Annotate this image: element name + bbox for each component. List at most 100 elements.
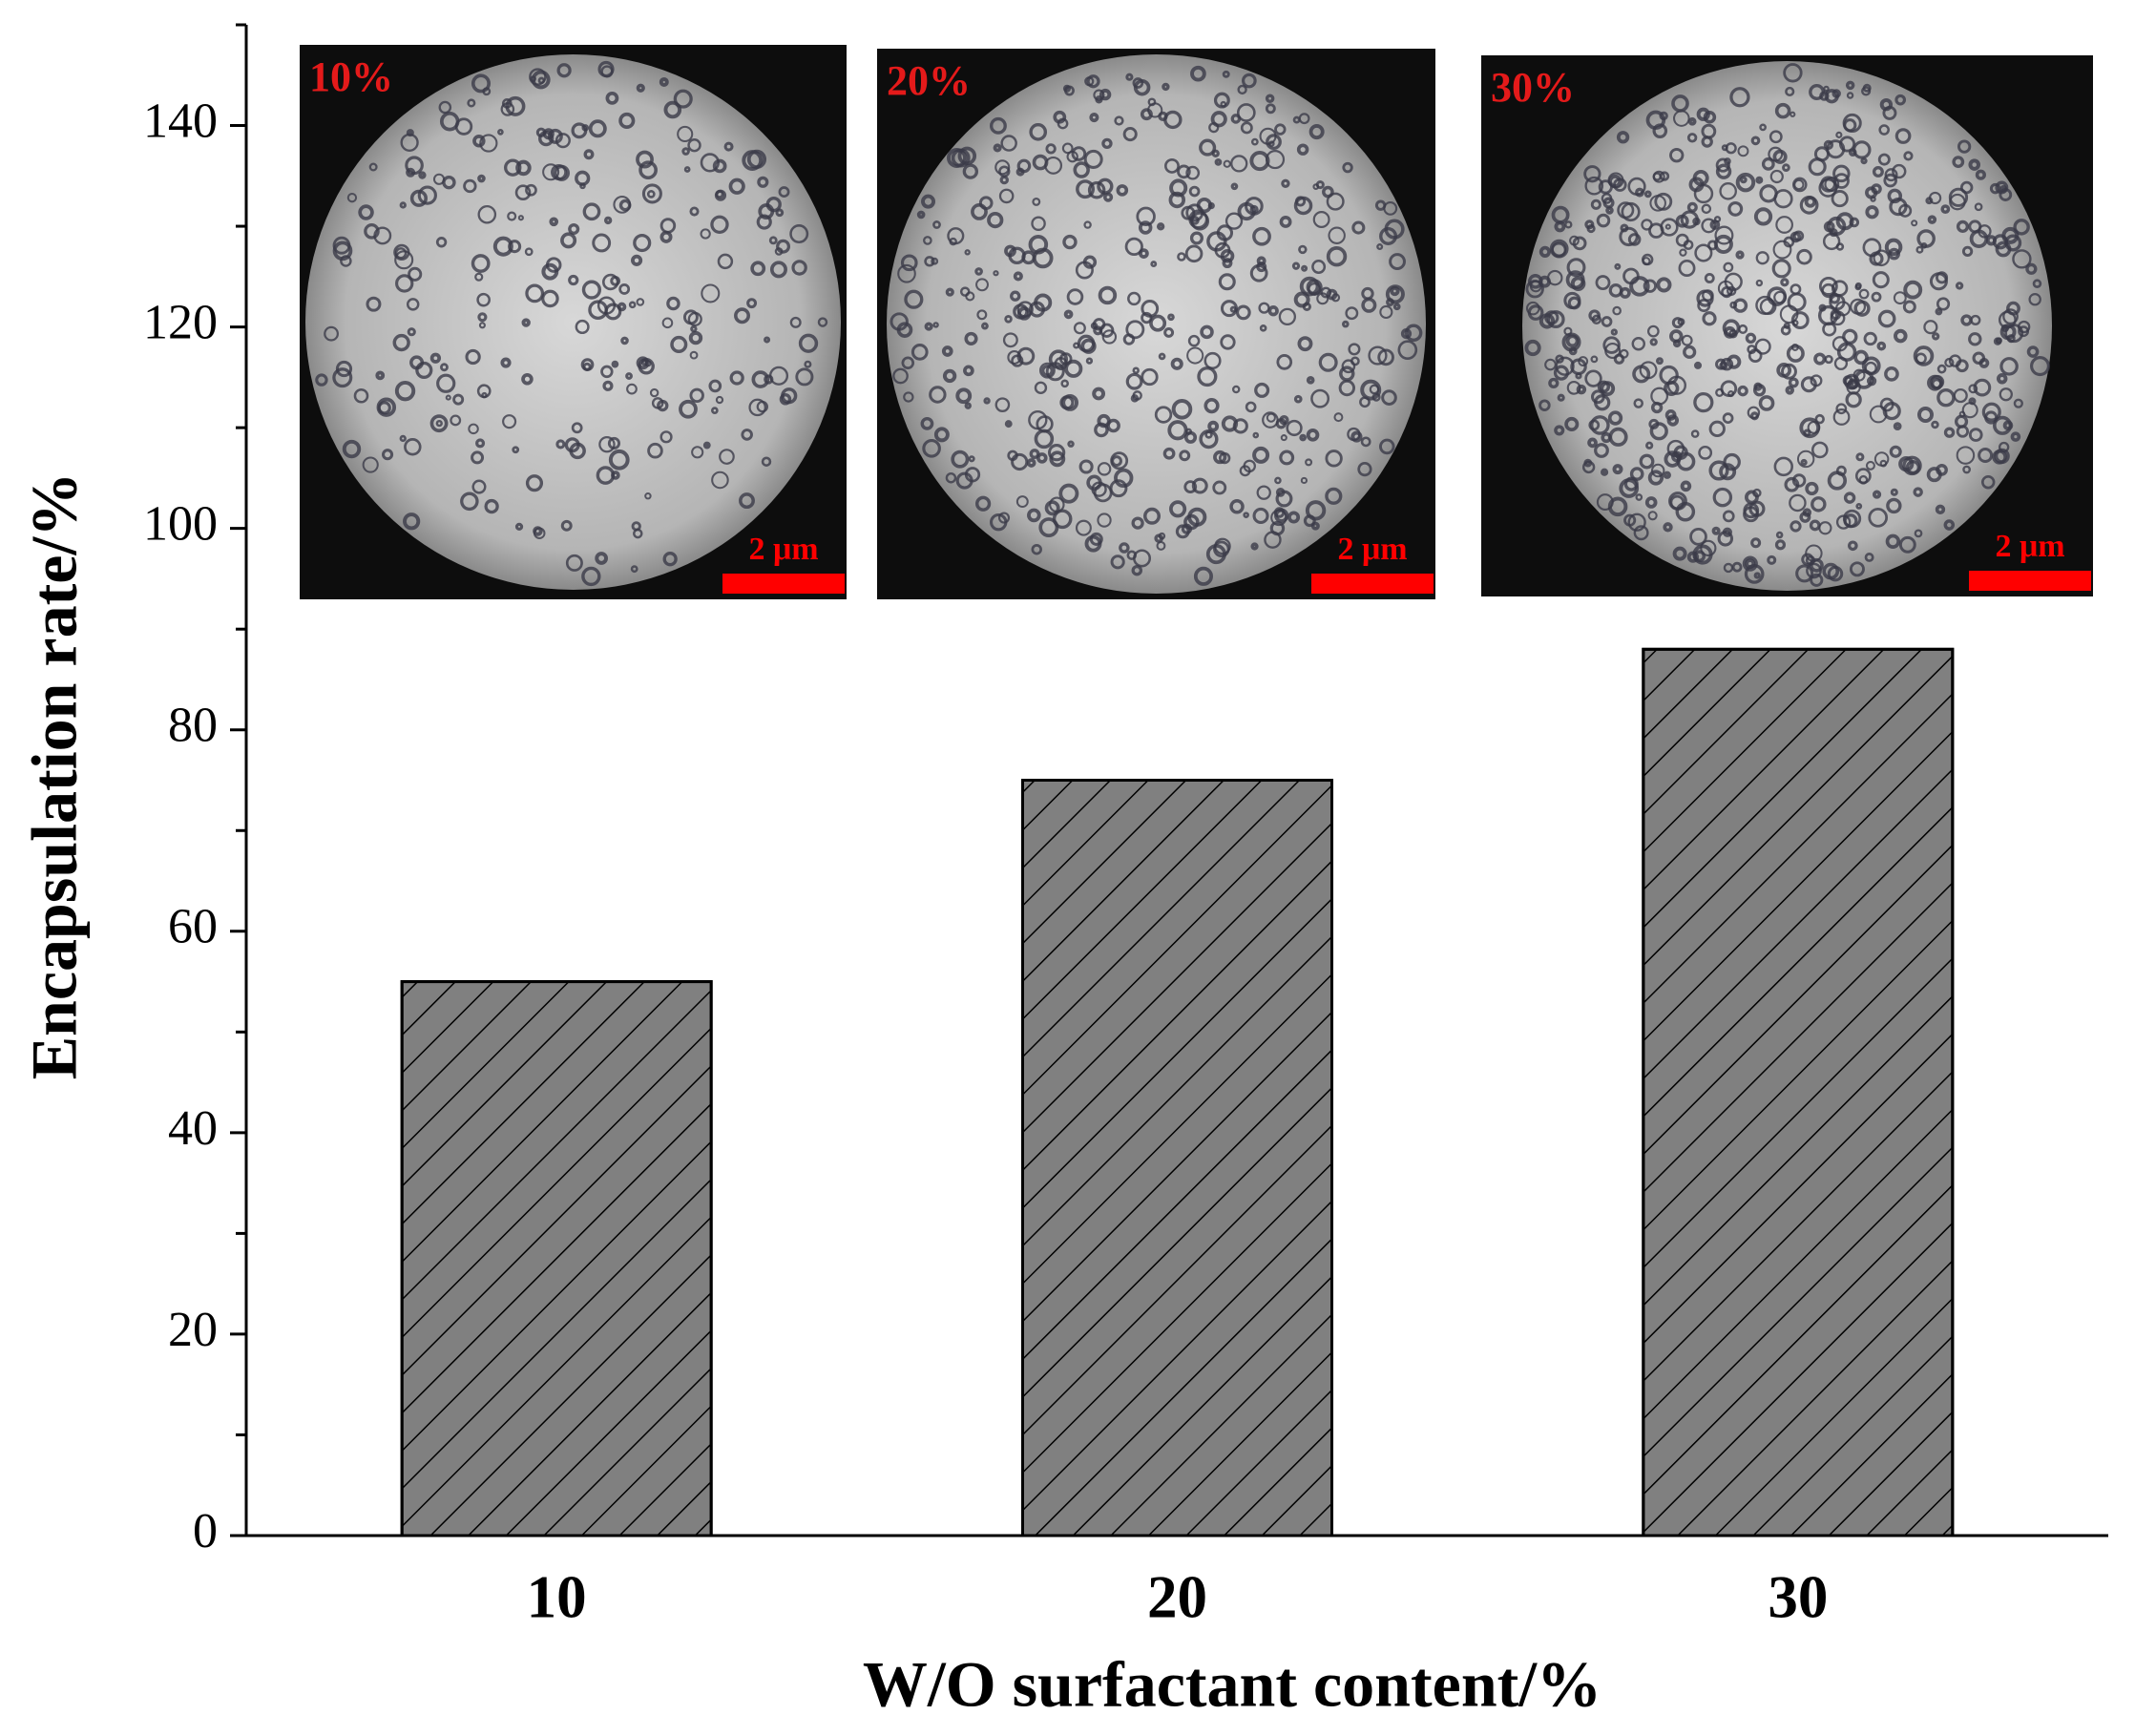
particle (1680, 210, 1699, 229)
particle (407, 327, 416, 337)
particle (976, 309, 988, 321)
particle (315, 373, 328, 387)
particle (1627, 512, 1646, 532)
particle (404, 438, 422, 456)
particle (901, 356, 915, 370)
particle (989, 116, 1007, 135)
particle (734, 307, 751, 324)
particle (916, 210, 926, 220)
particle (406, 167, 416, 178)
particle (1791, 473, 1807, 488)
particle (1351, 220, 1366, 235)
particle (1296, 143, 1309, 156)
particle (565, 554, 583, 572)
particle (778, 186, 790, 199)
particle (1306, 376, 1315, 385)
particle (1551, 205, 1570, 224)
particle (1824, 177, 1840, 193)
particle (1853, 349, 1869, 366)
particle (923, 236, 932, 245)
particle (1591, 314, 1602, 325)
particle (1831, 189, 1849, 208)
particle (1679, 248, 1687, 257)
particle (1612, 464, 1623, 475)
particle (1872, 490, 1882, 499)
particle (1038, 362, 1056, 379)
particle (1767, 554, 1777, 565)
particle (1004, 315, 1013, 324)
particle (1664, 409, 1677, 421)
particle (1656, 277, 1672, 293)
particle (1093, 325, 1103, 336)
particle (1259, 324, 1267, 332)
bar-group (1021, 779, 1333, 1537)
particle (1992, 450, 2007, 465)
particle (1783, 63, 1803, 83)
particle (1923, 320, 1938, 335)
particle (1893, 291, 1907, 305)
bar-group (1642, 647, 1955, 1537)
particle (1832, 408, 1851, 426)
particle (1957, 139, 1972, 154)
y-tick-label: 20 (168, 1303, 218, 1357)
particle (1722, 510, 1735, 523)
particle (1681, 334, 1693, 346)
particle (1831, 280, 1849, 297)
particle (1732, 298, 1748, 313)
particle (1999, 188, 2013, 201)
particle (933, 427, 950, 443)
particle (1325, 487, 1343, 505)
particle (1663, 471, 1671, 479)
particle (1607, 496, 1628, 517)
particle (1731, 561, 1743, 573)
particle (1061, 142, 1074, 155)
particle (1948, 187, 1969, 207)
particle (974, 495, 992, 512)
particle (1791, 177, 1808, 193)
particle (1601, 316, 1613, 327)
particle (964, 402, 972, 409)
particle (993, 270, 999, 277)
particle (1675, 214, 1689, 228)
particle (1873, 249, 1891, 267)
particle (1084, 534, 1102, 553)
particle (1848, 540, 1858, 552)
particle (1619, 478, 1640, 498)
particle (1872, 166, 1884, 178)
particle (1583, 165, 1601, 183)
particle (575, 319, 590, 335)
particle (1869, 251, 1884, 266)
particle (1649, 195, 1666, 212)
particle (440, 363, 449, 372)
particle (758, 203, 775, 220)
particle (366, 296, 382, 312)
particle (1759, 184, 1778, 203)
particle (1823, 85, 1830, 93)
particle (1702, 311, 1717, 326)
particle (1747, 406, 1761, 420)
particle (1028, 409, 1048, 430)
particle (1097, 462, 1112, 476)
particle (2025, 262, 2038, 275)
particle (1925, 197, 1934, 205)
particle (1627, 233, 1642, 246)
particle (1132, 366, 1140, 374)
particle (1672, 339, 1682, 348)
particle (1189, 216, 1200, 225)
particle (1808, 157, 1827, 177)
particle (1926, 467, 1942, 483)
particle (598, 435, 616, 453)
particle (1294, 196, 1307, 207)
particle (2006, 301, 2020, 316)
particle (945, 287, 954, 297)
particle (549, 217, 559, 227)
particle (1882, 105, 1897, 120)
particle (1549, 239, 1569, 259)
particle (2013, 398, 2023, 408)
particle (663, 100, 682, 119)
particle (1298, 244, 1308, 255)
particle (1154, 533, 1163, 543)
particle (1913, 487, 1923, 497)
particle (1884, 168, 1898, 182)
particle (1619, 286, 1631, 299)
